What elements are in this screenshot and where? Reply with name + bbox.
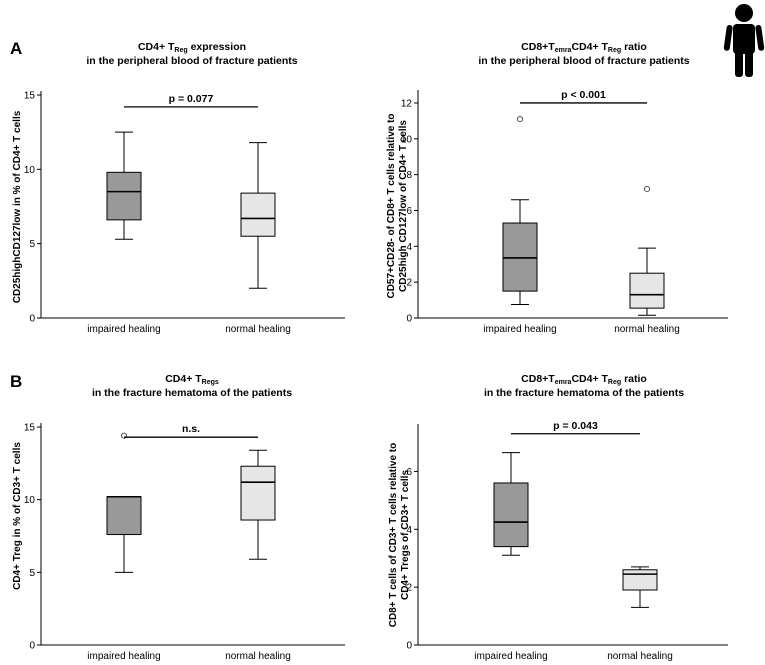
- box-normal-healing: [240, 142, 276, 289]
- y-tick-label: 10: [24, 495, 36, 506]
- chart-title-part: CD4+ T: [571, 373, 608, 385]
- box-normal-healing: [622, 566, 658, 608]
- chart-subtitle: in the peripheral blood of fracture pati…: [478, 55, 689, 67]
- x-category-label: normal healing: [607, 651, 673, 662]
- chart-title-part: Reg: [608, 47, 621, 54]
- panel-label-a: A: [10, 39, 22, 58]
- x-category-label: normal healing: [614, 324, 680, 335]
- y-axis-label: CD8+ T cells of CD3+ T cells relative to…: [388, 443, 411, 628]
- y-tick-label: 0: [29, 641, 35, 652]
- chart-title-part: CD4+ T: [138, 41, 175, 53]
- chart-title: CD4+ TRegs: [165, 373, 219, 386]
- y-tick-label: 6: [406, 467, 412, 478]
- chart-subtitle: in the fracture hematoma of the patients: [92, 387, 292, 399]
- chart-title-part: CD4+ T: [165, 373, 202, 385]
- y-tick-label: 2: [406, 583, 412, 594]
- y-tick-label: 4: [406, 525, 412, 536]
- chart-title-part: Reg: [174, 47, 187, 54]
- y-tick-label: 12: [401, 98, 413, 109]
- iqr-box: [240, 192, 276, 237]
- chart-title-part: ratio: [621, 41, 647, 53]
- iqr-box: [106, 171, 142, 221]
- y-axis-label: CD57+CD28- of CD8+ T cells relative toCD…: [386, 113, 409, 298]
- chart-title-part: expression: [188, 41, 246, 53]
- chart-title-part: Reg: [608, 379, 621, 386]
- y-tick-label: 5: [29, 568, 35, 579]
- chart-title-part: ratio: [621, 373, 647, 385]
- chart-title-part: Regs: [202, 379, 219, 386]
- iqr-box: [502, 222, 538, 292]
- y-axis-label-line: CD4+ Tregs of CD3+ T cells: [400, 470, 411, 600]
- box-normal-healing: [629, 185, 665, 316]
- outlier-point: [516, 115, 524, 123]
- significance-label: p = 0.077: [169, 93, 214, 105]
- y-tick-label: 0: [406, 314, 412, 325]
- y-axis-label-line: CD4+ Treg in % of CD3+ T cells: [12, 442, 23, 590]
- y-tick-label: 5: [29, 239, 35, 250]
- y-tick-label: 6: [406, 206, 412, 217]
- human-silhouette-icon: [723, 4, 765, 77]
- iqr-box: [240, 465, 276, 521]
- chart-title-part: emra: [555, 379, 572, 386]
- iqr-box: [622, 569, 658, 591]
- y-axis-label-line: CD25high CD127low of CD4+ T cells: [398, 120, 409, 292]
- chart-subtitle: in the fracture hematoma of the patients: [484, 387, 684, 399]
- box-impaired-healing: [106, 131, 142, 240]
- y-axis-label-line: CD8+ T cells of CD3+ T cells relative to: [388, 443, 399, 628]
- panel-label-b: B: [10, 372, 22, 391]
- box-impaired-healing: [502, 115, 538, 306]
- y-tick-label: 15: [24, 423, 36, 434]
- significance-label: n.s.: [182, 423, 200, 435]
- box-normal-healing: [240, 449, 276, 560]
- y-tick-label: 0: [406, 641, 412, 652]
- iqr-box: [493, 482, 529, 548]
- chart-subtitle: in the peripheral blood of fracture pati…: [86, 55, 297, 67]
- y-tick-label: 4: [406, 242, 412, 253]
- x-category-label: impaired healing: [474, 651, 547, 662]
- x-category-label: impaired healing: [87, 651, 160, 662]
- box-impaired-healing: [493, 452, 529, 556]
- chart-title-part: CD4+ T: [571, 41, 608, 53]
- y-axis-label-line: CD57+CD28- of CD8+ T cells relative to: [386, 113, 397, 298]
- iqr-box: [629, 272, 665, 309]
- outlier-point: [643, 185, 651, 193]
- significance-label: p < 0.001: [561, 89, 606, 101]
- chart-title-part: CD8+T: [521, 41, 555, 53]
- y-tick-label: 10: [24, 165, 36, 176]
- y-tick-label: 15: [24, 91, 36, 102]
- y-tick-label: 10: [401, 134, 413, 145]
- y-axis-label-line: CD25highCD127low in % of CD4+ T cells: [12, 110, 23, 303]
- significance-label: p = 0.043: [553, 420, 598, 432]
- y-tick-label: 0: [29, 314, 35, 325]
- y-tick-label: 8: [406, 170, 412, 181]
- chart-title: CD4+ TReg expression: [138, 41, 246, 54]
- chart-title-part: CD8+T: [521, 373, 555, 385]
- y-axis-label: CD4+ Treg in % of CD3+ T cells: [12, 442, 23, 590]
- iqr-box: [106, 496, 142, 536]
- y-axis-label: CD25highCD127low in % of CD4+ T cells: [12, 110, 23, 303]
- y-tick-label: 2: [406, 278, 412, 289]
- box-impaired-healing: [106, 432, 142, 573]
- x-category-label: normal healing: [225, 324, 291, 335]
- chart-title-part: emra: [555, 47, 572, 54]
- x-category-label: impaired healing: [483, 324, 556, 335]
- chart-title: CD8+TemraCD4+ TReg ratio: [521, 373, 647, 386]
- x-category-label: impaired healing: [87, 324, 160, 335]
- x-category-label: normal healing: [225, 651, 291, 662]
- chart-title: CD8+TemraCD4+ TReg ratio: [521, 41, 647, 54]
